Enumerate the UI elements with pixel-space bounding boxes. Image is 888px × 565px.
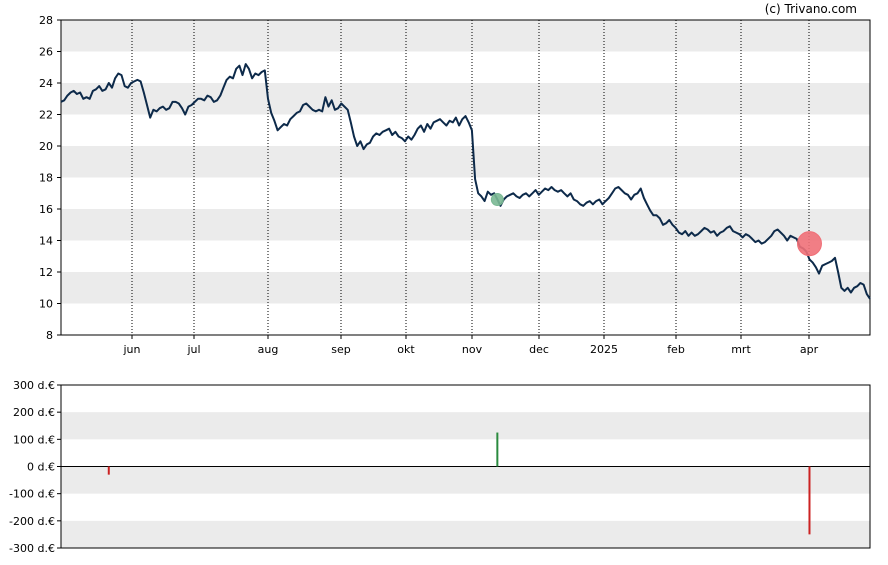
trade-bars — [107, 432, 811, 535]
trade-y-tick-label: 300 d.€ — [13, 379, 55, 392]
month-tick-label: mrt — [731, 343, 751, 356]
price-line — [60, 63, 871, 300]
price-y-tick-label: 26 — [39, 46, 53, 59]
price-panel: 8 10 12 14 16 18 20 22 24 26 28 jun jul aug sep okt nov… — [39, 14, 871, 356]
trade-y-tick-label: 200 d.€ — [13, 406, 55, 419]
price-bands — [61, 20, 870, 304]
price-y-ticks: 8 10 12 14 16 18 20 22 24 26 28 — [39, 14, 61, 342]
trade-band — [61, 466, 870, 494]
trade-bands — [61, 412, 870, 548]
price-band — [61, 146, 870, 178]
month-tick-label: nov — [462, 343, 483, 356]
trade-y-tick-label: -300 d.€ — [9, 542, 55, 555]
price-month-ticks: jun jul aug sep okt nov dec 2025 feb mrt apr — [123, 335, 819, 356]
price-y-tick-label: 18 — [39, 172, 53, 185]
month-tick-label: 2025 — [590, 343, 618, 356]
price-band — [61, 20, 870, 52]
trade-y-tick-label: 0 d.€ — [27, 461, 55, 474]
month-tick-label: okt — [397, 343, 415, 356]
price-y-tick-label: 28 — [39, 14, 53, 27]
month-tick-label: jul — [186, 343, 200, 356]
price-y-tick-label: 16 — [39, 203, 53, 216]
price-y-tick-label: 10 — [39, 298, 53, 311]
month-tick-label: dec — [529, 343, 549, 356]
month-tick-label: jun — [123, 343, 141, 356]
trade-y-tick-label: -100 d.€ — [9, 488, 55, 501]
month-tick-label: feb — [667, 343, 685, 356]
month-tick-label: aug — [258, 343, 279, 356]
price-y-tick-label: 24 — [39, 77, 53, 90]
credit-label: (c) Trivano.com — [765, 2, 857, 16]
price-y-tick-label: 14 — [39, 235, 53, 248]
sell-marker — [796, 231, 822, 257]
buy-marker — [490, 193, 504, 207]
trade-markers — [490, 193, 822, 257]
trade-band — [61, 520, 870, 548]
trade-y-tick-label: 100 d.€ — [13, 433, 55, 446]
trade-y-tick-label: -200 d.€ — [9, 515, 55, 528]
trade-y-ticks: -300 d.€ -200 d.€ -100 d.€ 0 d.€ 100 d.€ 200 … — [9, 379, 61, 555]
price-band — [61, 272, 870, 304]
price-band — [61, 209, 870, 241]
price-y-tick-label: 20 — [39, 140, 53, 153]
trade-band — [61, 412, 870, 440]
month-tick-label: sep — [331, 343, 350, 356]
trade-panel: -300 d.€ -200 d.€ -100 d.€ 0 d.€ 100 d.€ 200 … — [9, 379, 871, 555]
price-y-tick-label: 8 — [46, 329, 53, 342]
price-y-tick-label: 12 — [39, 266, 53, 279]
price-y-tick-label: 22 — [39, 109, 53, 122]
price-band — [61, 83, 870, 115]
month-tick-label: apr — [800, 343, 819, 356]
